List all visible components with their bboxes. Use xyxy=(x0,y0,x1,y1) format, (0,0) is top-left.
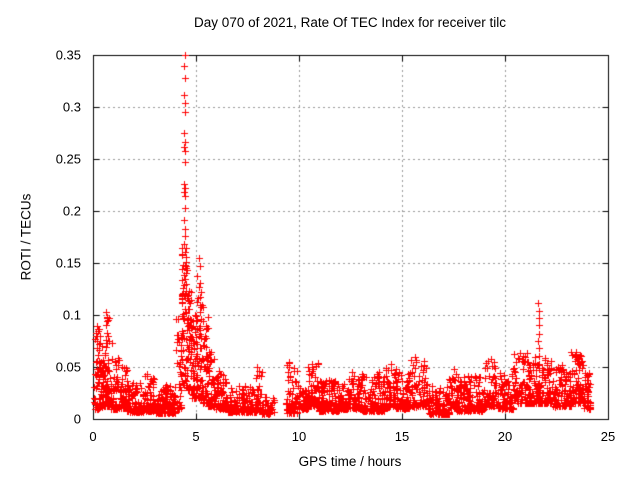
x-tick-label: 10 xyxy=(291,429,307,444)
x-tick-label: 20 xyxy=(497,429,513,444)
x-tick-label: 5 xyxy=(192,429,200,444)
y-tick-label: 0 xyxy=(73,411,81,427)
y-tick-label: 0.25 xyxy=(55,151,81,167)
y-tick-label: 0.2 xyxy=(62,203,81,219)
x-tick-label: 25 xyxy=(600,429,616,444)
x-axis-label: GPS time / hours xyxy=(298,454,402,469)
chart-title: Day 070 of 2021, Rate Of TEC Index for r… xyxy=(194,15,506,30)
y-tick-label: 0.1 xyxy=(62,307,81,323)
y-tick-label: 0.35 xyxy=(55,47,81,63)
x-tick-label: 0 xyxy=(89,429,97,444)
y-tick-label: 0.3 xyxy=(62,99,81,115)
y-tick-label: 0.15 xyxy=(55,255,81,271)
x-tick-label: 15 xyxy=(394,429,410,444)
y-tick-label: 0.05 xyxy=(55,359,81,375)
